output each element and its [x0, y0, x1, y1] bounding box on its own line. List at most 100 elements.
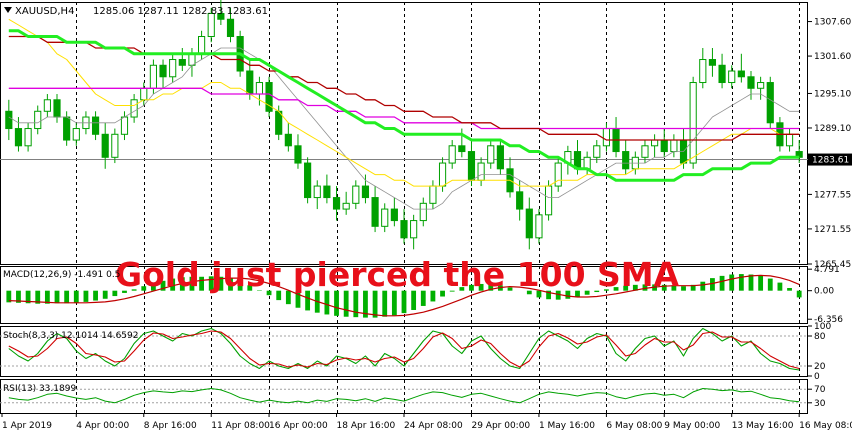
x-tick-label: 16 Apr 00:00 [269, 421, 328, 431]
candle-body [43, 99, 51, 112]
candle-body [313, 185, 321, 199]
x-tick-label: 16 May 08:00 [799, 421, 852, 431]
candle-body [448, 145, 456, 164]
stoch-main-line [8, 327, 800, 371]
candle-body [246, 70, 254, 95]
x-tick-label: 13 May 16:00 [732, 421, 794, 431]
candle-body [188, 53, 196, 66]
x-tick-label: 18 Apr 16:00 [337, 421, 396, 431]
rsi-tick-label: 70 [814, 385, 826, 395]
candle-body [361, 185, 370, 199]
candle-body [275, 110, 283, 135]
macd-tick-label: 0.00 [814, 287, 834, 297]
stoch-signal-line [8, 330, 800, 370]
candle-body [381, 208, 389, 227]
price-tick-label: 1289.10 [814, 124, 851, 134]
candle-body [419, 202, 427, 222]
candle-body [371, 197, 379, 227]
candle-body [477, 162, 485, 181]
rsi-pane [0, 388, 808, 404]
candle-body [34, 110, 42, 130]
macd-signal-line [8, 274, 800, 317]
candle-body [149, 64, 157, 89]
stoch-tick-label: 20 [814, 362, 826, 372]
candle-body [410, 220, 418, 239]
candle-body [5, 110, 13, 130]
sma-yellow-line [8, 18, 800, 187]
candle-body [72, 128, 80, 141]
candle-body [130, 99, 138, 118]
header-ohlc: 1285.06 1287.11 1282.83 1283.61 [93, 6, 268, 17]
candle-body [689, 82, 697, 164]
candle-body [14, 128, 23, 147]
candle-body [438, 162, 447, 187]
annotation-text: Gold just pierced the 100 SMA [115, 255, 680, 294]
candle-body [593, 145, 601, 158]
header-symbol: XAUUSD,H4 [15, 6, 74, 17]
candle-body [718, 64, 726, 84]
candle-body [400, 220, 408, 239]
price-tick-label: 1265.45 [814, 260, 851, 270]
axes: 1307.60 1301.60 1295.10 1289.10 1277.55 1271.… [1, 18, 852, 431]
candle-body [708, 59, 717, 66]
candle-body [766, 82, 774, 124]
candle-body [332, 197, 341, 210]
candle-body [602, 128, 610, 147]
candle-body [169, 59, 177, 78]
candle-body [544, 185, 553, 216]
candle-body [583, 156, 591, 170]
candle-body [24, 128, 32, 147]
candle-body [641, 145, 649, 158]
current-price-box [808, 153, 852, 166]
candle-body [198, 36, 206, 55]
candle-body [747, 76, 755, 89]
candle-body [651, 139, 659, 147]
candle-body [226, 18, 235, 38]
rsi-line [8, 388, 800, 404]
x-tick-label: 8 Apr 16:00 [144, 421, 197, 431]
candle-body [63, 116, 71, 141]
candle-body [785, 133, 794, 147]
rsi-title: RSI(13) 33.1899 [3, 384, 76, 394]
macd-pane [6, 274, 802, 318]
candle-body [670, 139, 678, 153]
candle-body [217, 13, 225, 20]
candle-body [159, 64, 167, 78]
price-tick-label: 1271.55 [814, 225, 851, 235]
candle-body [535, 214, 543, 239]
stochastic-pane [0, 327, 808, 371]
candle-body [728, 70, 736, 84]
rsi-tick-label: 30 [814, 399, 826, 409]
x-tick-label: 1 Apr 2019 [2, 421, 52, 431]
chart-header: XAUUSD,H4 1285.06 1287.11 1282.83 1283.6… [4, 6, 268, 17]
candle-body [660, 139, 668, 153]
candle-body [91, 116, 100, 135]
x-tick-label: 11 Apr 08:00 [211, 421, 270, 431]
candle-body [111, 133, 119, 158]
current-price-label: 1283.61 [812, 156, 849, 166]
candle-body [554, 162, 562, 187]
x-tick-label: 4 Apr 00:00 [76, 421, 129, 431]
candle-body [525, 208, 533, 239]
price-tick-label: 1301.60 [814, 52, 851, 62]
candle-body [467, 151, 476, 181]
price-tick-label: 1295.10 [814, 89, 851, 99]
x-tick-label: 1 May 16:00 [539, 421, 595, 431]
candle-body [458, 145, 466, 153]
candle-body [294, 145, 302, 164]
candle-body [390, 208, 398, 222]
candle-body [487, 145, 495, 164]
candle-body [120, 116, 129, 135]
candle-body [265, 82, 273, 112]
candle-body [496, 145, 504, 170]
candle-body [140, 87, 148, 101]
candle-body [53, 99, 61, 118]
x-tick-label: 6 May 08:00 [606, 421, 662, 431]
x-tick-label: 9 May 00:00 [664, 421, 720, 431]
candle-body [429, 185, 437, 204]
candle-body [255, 82, 264, 95]
triangle-down-icon [4, 7, 12, 13]
candle-body [352, 185, 360, 204]
candle-body [284, 133, 292, 147]
